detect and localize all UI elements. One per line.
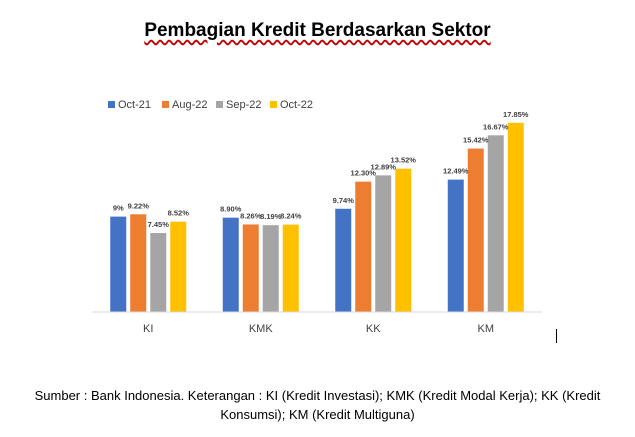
bar [507, 122, 524, 312]
chart-title: Pembagian Kredit Berdasarkan Sektor [144, 20, 491, 41]
data-label: 8.26% [240, 211, 262, 220]
bar [130, 214, 147, 312]
data-label: 8.19% [260, 212, 282, 221]
chart-bars [110, 122, 524, 312]
bar-chart: Oct-21 Aug-22 Sep-22 Oct-22 9% 9.22% 7.45% 8.5… [92, 99, 542, 335]
legend-swatch [108, 101, 115, 108]
bar [467, 148, 484, 312]
x-axis-ticks: KI KMK KK KM [143, 323, 494, 335]
data-label: 9% [113, 204, 124, 213]
data-label: 17.85% [503, 110, 529, 119]
legend-swatch [270, 101, 277, 108]
legend-swatch [216, 101, 223, 108]
bar [487, 135, 504, 312]
data-label: 8.24% [280, 212, 302, 221]
data-label: 9.74% [333, 196, 355, 205]
bar [242, 224, 259, 312]
chart-legend: Oct-21 Aug-22 Sep-22 Oct-22 [108, 99, 313, 111]
bar [110, 216, 127, 312]
legend-swatch [162, 101, 169, 108]
bar [335, 208, 352, 312]
legend-label: Sep-22 [226, 99, 261, 111]
x-tick-label: KI [143, 323, 153, 335]
bar [375, 175, 392, 312]
data-label: 12.49% [443, 167, 469, 176]
legend-label: Oct-22 [280, 99, 313, 111]
x-tick-label: KK [366, 323, 381, 335]
data-label: 16.67% [483, 122, 509, 131]
source-note: Sumber : Bank Indonesia. Keterangan : KI… [34, 388, 601, 422]
legend-label: Aug-22 [172, 99, 207, 111]
data-label: 9.22% [128, 201, 150, 210]
bar [262, 225, 279, 312]
data-label: 12.30% [351, 169, 377, 178]
x-tick-label: KM [478, 323, 495, 335]
bar [395, 168, 412, 312]
legend-label: Oct-21 [118, 99, 151, 111]
bar [282, 224, 299, 312]
data-label: 13.52% [391, 156, 417, 165]
bar [355, 181, 372, 312]
data-label: 12.89% [371, 162, 397, 171]
bar [222, 217, 239, 312]
chart-data-labels: 9% 9.22% 7.45% 8.52% 8.90%8.26%8.19%8.24% 9.7… [113, 110, 529, 229]
bar [447, 179, 464, 312]
data-label: 7.45% [148, 220, 170, 229]
text-cursor [556, 329, 557, 343]
data-label: 15.42% [463, 136, 489, 145]
bar [150, 233, 167, 312]
x-tick-label: KMK [249, 323, 274, 335]
bar [170, 221, 187, 312]
data-label: 8.52% [168, 209, 190, 218]
data-label: 8.90% [220, 205, 242, 214]
